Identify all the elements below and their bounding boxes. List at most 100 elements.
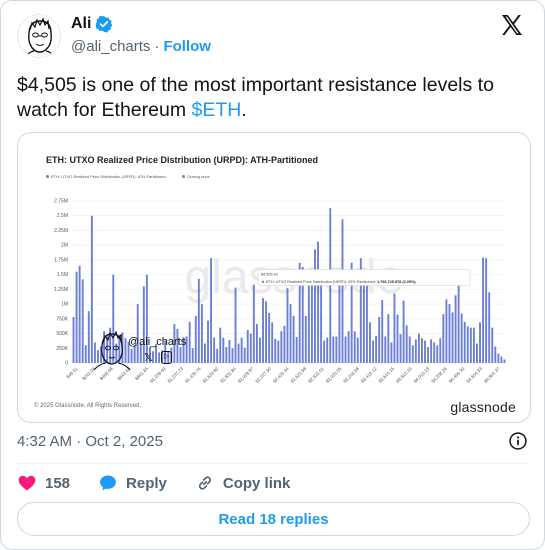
x-tick-label: $4,604.33 — [465, 366, 483, 384]
copy-link-button[interactable]: Copy link — [195, 473, 291, 493]
bar — [274, 338, 277, 363]
annotation-series-label: ETH: UTXO Realized Price Distribution (U… — [266, 280, 376, 284]
bar — [439, 338, 442, 363]
x-tick-label: $1,039.69 — [149, 366, 167, 384]
bar — [359, 258, 362, 363]
annotation-value: 1,766,725.578 (2.25%) — [377, 280, 416, 284]
bar — [350, 262, 353, 363]
bar — [75, 271, 78, 363]
y-tick-label: 2M — [61, 243, 68, 249]
x-tick-label: $1,237.73 — [167, 366, 185, 384]
glassnode-brand: glassnode — [450, 399, 516, 415]
overlay-handle: @ali_charts — [128, 336, 187, 348]
bar — [457, 280, 460, 363]
x-tick-label: $3,218.08 — [342, 366, 360, 384]
author-name[interactable]: Ali — [71, 15, 92, 32]
tweet-text-body: $4,505 is one of the most important resi… — [17, 74, 494, 121]
bar — [219, 327, 222, 363]
bar — [356, 337, 359, 363]
bar — [118, 334, 121, 363]
bar — [207, 320, 209, 363]
bar — [353, 331, 356, 363]
bar — [191, 348, 194, 363]
copy-link-label: Copy link — [222, 474, 291, 492]
bar — [307, 276, 310, 363]
legend-label-urpd: ETH: UTXO Realized Price Distribution (U… — [51, 174, 166, 179]
author-handle[interactable]: @ali_charts — [71, 38, 151, 55]
bar — [421, 338, 423, 363]
avatar[interactable] — [17, 14, 61, 58]
read-replies-button[interactable]: Read 18 replies — [17, 502, 530, 536]
bar — [411, 345, 414, 363]
bar — [338, 275, 341, 363]
bar — [130, 348, 133, 363]
overlay-youtube-icon: ▷ — [160, 351, 173, 364]
x-tick-label: $1,831.84 — [219, 366, 237, 384]
bar — [472, 327, 475, 363]
bar — [485, 258, 488, 363]
bar — [271, 322, 274, 363]
bar — [81, 279, 84, 363]
media-image[interactable]: ETH: UTXO Realized Price Distribution (U… — [17, 132, 531, 423]
bar — [390, 342, 393, 363]
x-tick-label: $3,614.15 — [378, 366, 396, 384]
like-button[interactable]: 158 — [17, 473, 70, 493]
x-tick-label: $1,633.80 — [202, 366, 220, 384]
bar — [158, 352, 161, 363]
bar — [387, 314, 390, 363]
bar — [365, 285, 368, 363]
bar — [451, 312, 454, 363]
bar — [194, 315, 197, 363]
author-name-row: Ali — [71, 15, 113, 33]
x-tick-label: $4,406.30 — [448, 366, 466, 384]
x-logo-icon[interactable] — [500, 13, 524, 37]
overlay-x-icon: 𝕏 — [144, 352, 153, 364]
bar — [326, 337, 329, 363]
like-count: 158 — [45, 474, 71, 492]
overlay-portrait-icon — [93, 330, 131, 371]
bar — [197, 278, 200, 363]
copyright-text: © 2025 Glassnode. All Rights Reserved. — [34, 403, 142, 409]
bar — [445, 299, 448, 363]
bar — [246, 330, 249, 363]
bar — [304, 315, 307, 363]
bar — [225, 347, 228, 363]
y-tick-label: 500K — [56, 331, 68, 337]
bar — [204, 343, 206, 363]
bar — [399, 334, 402, 363]
bar — [317, 241, 319, 363]
x-tick-label: $3,416.12 — [360, 366, 378, 384]
bar — [142, 286, 145, 363]
bar — [133, 344, 136, 363]
bar-chart: glassnode0250K500K750K1M1.25M1.5M1.75M2M… — [54, 199, 506, 384]
bar — [237, 343, 240, 363]
bar — [148, 347, 151, 363]
bar — [240, 337, 243, 363]
bar — [335, 336, 338, 363]
y-tick-label: 1.25M — [54, 287, 68, 293]
bar — [469, 327, 472, 363]
cashtag-link[interactable]: $ETH — [191, 99, 242, 121]
bar — [182, 337, 185, 363]
info-icon[interactable] — [508, 431, 528, 451]
legend-swatch-closing — [181, 175, 185, 179]
bar — [109, 327, 112, 363]
bar — [115, 343, 118, 363]
bar — [454, 295, 457, 363]
chart-panel: ETH: UTXO Realized Price Distribution (U… — [32, 143, 516, 414]
x-tick-label: $1,435.76 — [184, 366, 202, 384]
timestamp[interactable]: 4:32 AM · Oct 2, 2025 — [17, 433, 163, 450]
x-tick-label: $2,822.01 — [307, 366, 325, 384]
x-tick-label: $841.65 — [134, 366, 149, 381]
legend-item-urpd: ETH: UTXO Realized Price Distribution (U… — [46, 174, 166, 179]
bar — [280, 331, 283, 363]
follow-button[interactable]: Follow — [163, 38, 211, 55]
y-tick-label: 1.75M — [54, 257, 68, 263]
bar — [216, 348, 219, 363]
reply-bubble-icon — [100, 475, 116, 491]
y-tick-label: 750K — [56, 316, 68, 322]
bar — [476, 343, 478, 363]
bar — [408, 336, 411, 363]
reply-button[interactable]: Reply — [98, 473, 167, 493]
bar — [488, 292, 491, 363]
